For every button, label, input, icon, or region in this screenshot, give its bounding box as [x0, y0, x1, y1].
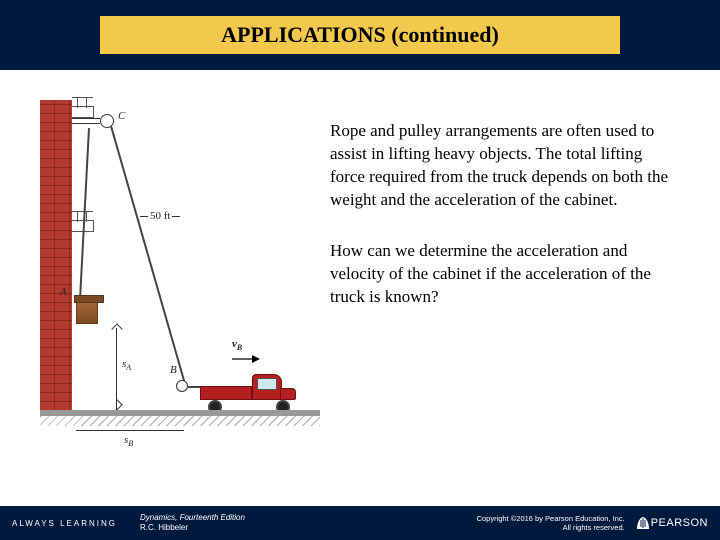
dimension-50ft: 50 ft — [140, 210, 180, 222]
truck — [200, 372, 296, 412]
body-text: Rope and pulley arrangements are often u… — [320, 100, 680, 440]
pulley-diagram: C 50 ft A sA B vB — [40, 100, 320, 440]
label-a: A — [60, 286, 67, 298]
slide-header: APPLICATIONS (continued) — [0, 0, 720, 70]
rope-segment-cb — [110, 126, 185, 384]
dimension-sa-line — [116, 328, 117, 410]
pulley-b — [176, 380, 188, 392]
dimension-50ft-text: 50 ft — [148, 210, 172, 222]
label-sb: sB — [124, 434, 133, 448]
label-c: C — [118, 110, 125, 122]
footer-copyright: Copyright ©2016 by Pearson Education, In… — [360, 514, 625, 532]
pearson-logo-text: PEARSON — [651, 517, 708, 529]
header-title: APPLICATIONS (continued) — [221, 22, 499, 47]
label-b: B — [170, 364, 177, 376]
pearson-logo: PEARSON — [625, 515, 720, 531]
footer-copyright-line1: Copyright ©2016 by Pearson Education, In… — [360, 514, 625, 523]
footer-author: R.C. Hibbeler — [140, 523, 360, 533]
footer-copyright-line2: All rights reserved. — [360, 523, 625, 532]
header-banner: APPLICATIONS (continued) — [100, 16, 620, 54]
footer-always-learning: ALWAYS LEARNING — [0, 519, 140, 528]
footer-book-info: Dynamics, Fourteenth Edition R.C. Hibbel… — [140, 513, 360, 532]
paragraph-2: How can we determine the acceleration an… — [330, 240, 680, 309]
pearson-logo-icon — [635, 515, 651, 531]
slide-footer: ALWAYS LEARNING Dynamics, Fourteenth Edi… — [0, 506, 720, 540]
ground-hatch — [40, 416, 320, 426]
label-vb: vB — [232, 338, 242, 352]
dimension-sb-line — [76, 430, 184, 431]
brick-wall — [40, 100, 72, 410]
balcony-upper — [72, 106, 94, 118]
velocity-arrow-vb — [230, 352, 260, 371]
footer-book-title: Dynamics, Fourteenth Edition — [140, 513, 245, 522]
pulley-bracket — [72, 118, 100, 124]
paragraph-1: Rope and pulley arrangements are often u… — [330, 120, 680, 212]
slide-content: C 50 ft A sA B vB — [0, 70, 720, 440]
label-sa: sA — [122, 358, 131, 372]
cabinet — [76, 300, 98, 324]
pulley-c — [100, 114, 114, 128]
